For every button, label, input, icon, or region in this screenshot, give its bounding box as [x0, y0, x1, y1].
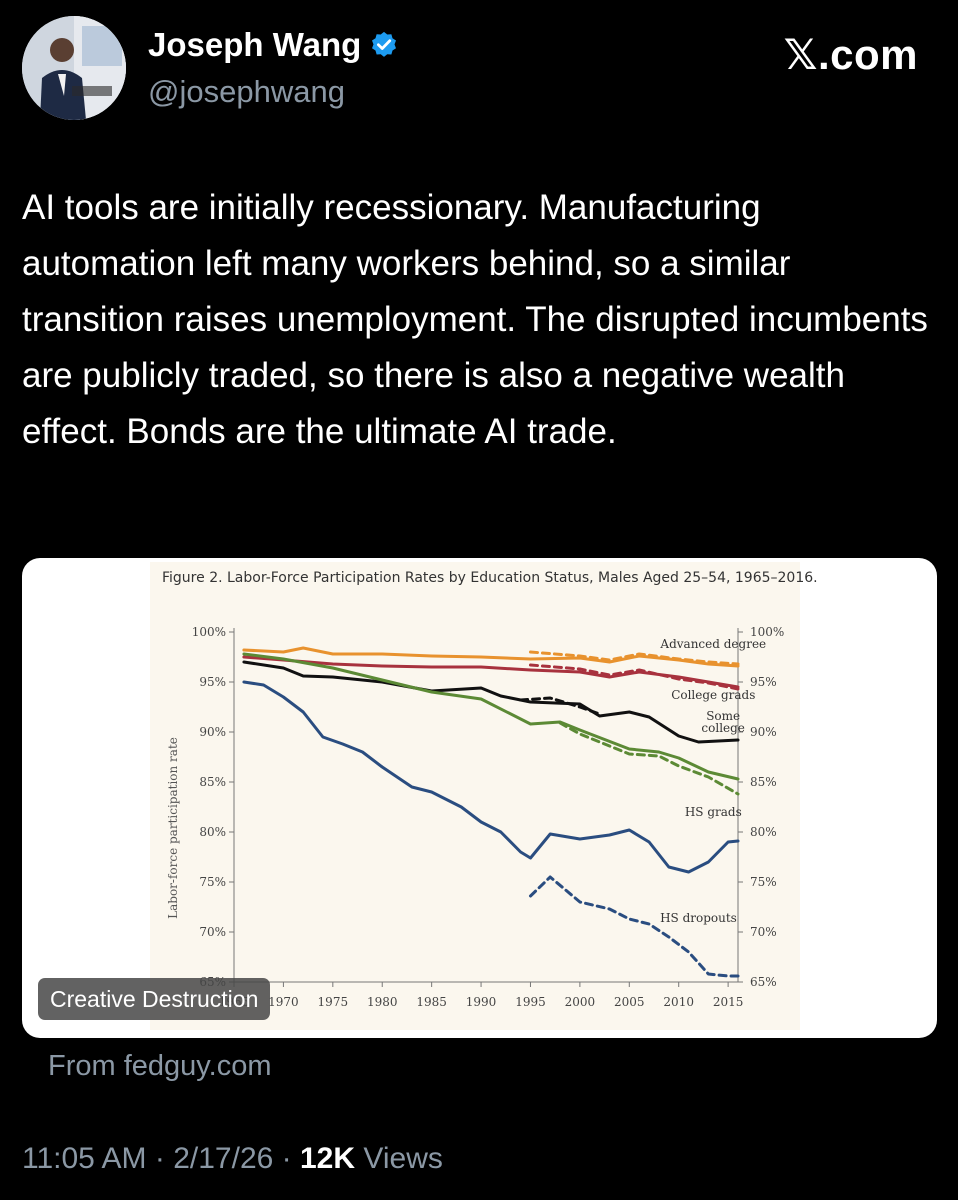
- x-tick-label: 1970: [268, 995, 299, 1009]
- chart-y-axis-label: Labor-force participation rate: [166, 737, 180, 919]
- x-tick-label: 2005: [614, 995, 645, 1009]
- tweet-time[interactable]: 11:05 AM: [22, 1142, 147, 1175]
- y-tick-label-right: 100%: [750, 625, 784, 639]
- series-label: HS grads: [685, 805, 742, 819]
- y-tick-label: 85%: [199, 775, 226, 789]
- author-handle[interactable]: @josephwang: [148, 74, 345, 109]
- series-line-hs-grads-dashed: [558, 721, 740, 796]
- meta-separator: ·: [154, 1142, 165, 1175]
- meta-separator: ·: [281, 1142, 292, 1175]
- series-label: Some: [706, 709, 740, 723]
- avatar[interactable]: [22, 16, 126, 120]
- author-name[interactable]: Joseph Wang: [148, 26, 362, 63]
- tweet-media[interactable]: Figure 2. Labor-Force Participation Rate…: [22, 558, 937, 1038]
- x-tick-label: 1995: [515, 995, 546, 1009]
- series-label: college: [701, 721, 745, 735]
- chart: Figure 2. Labor-Force Participation Rate…: [150, 562, 818, 1030]
- series-line-hs-dropouts: [242, 680, 740, 874]
- series-line-some-college-dashed: [519, 696, 602, 716]
- tweet-text: AI tools are initially recessionary. Man…: [22, 188, 928, 451]
- series-line-college-grads-dashed: [529, 663, 740, 691]
- x-tick-label: 1990: [466, 995, 497, 1009]
- views-label: Views: [363, 1142, 443, 1175]
- series-label: Advanced degree: [659, 637, 766, 651]
- y-tick-label: 75%: [199, 875, 226, 889]
- views-count: 12K: [300, 1142, 356, 1175]
- x-tick-label: 1980: [367, 995, 398, 1009]
- series-line-some-college: [242, 660, 740, 744]
- y-tick-label: 90%: [199, 725, 226, 739]
- y-tick-label-right: 90%: [750, 725, 777, 739]
- y-tick-label-right: 70%: [750, 925, 777, 939]
- y-tick-label-right: 80%: [750, 825, 777, 839]
- series-line-advanced-degree-dashed: [529, 650, 740, 666]
- avatar-image: [22, 16, 126, 120]
- x-tick-label: 2010: [663, 995, 694, 1009]
- series-line-college-grads: [242, 655, 740, 689]
- series-label: HS dropouts: [660, 911, 737, 925]
- tweet-date[interactable]: 2/17/26: [173, 1142, 274, 1175]
- y-tick-label-right: 85%: [750, 775, 777, 789]
- y-tick-label-right: 65%: [750, 975, 777, 989]
- series-line-hs-dropouts-dashed: [529, 875, 740, 978]
- tweet-meta: 11:05 AM · 2/17/26 · 12K Views: [22, 1142, 443, 1176]
- series-label: College grads: [671, 688, 755, 702]
- verified-badge-icon: [372, 31, 397, 57]
- y-tick-label-right: 95%: [750, 675, 777, 689]
- x-tick-label: 1985: [416, 995, 447, 1009]
- creative-destruction-tag[interactable]: Creative Destruction: [38, 978, 271, 1020]
- source-link[interactable]: From fedguy.com: [48, 1050, 272, 1082]
- x-logo: 𝕏.com: [783, 31, 918, 78]
- x-tick-label: 1975: [318, 995, 349, 1009]
- author-name-row: Joseph Wang: [148, 26, 399, 64]
- y-tick-label: 70%: [199, 925, 226, 939]
- y-tick-label-right: 75%: [750, 875, 777, 889]
- x-tick-label: 2000: [565, 995, 596, 1009]
- series-line-hs-grads: [242, 652, 740, 781]
- chart-title: Figure 2. Labor-Force Participation Rate…: [162, 570, 818, 586]
- y-tick-label: 80%: [199, 825, 226, 839]
- x-tick-label: 2015: [713, 995, 744, 1009]
- y-tick-label: 100%: [192, 625, 226, 639]
- y-tick-label: 95%: [199, 675, 226, 689]
